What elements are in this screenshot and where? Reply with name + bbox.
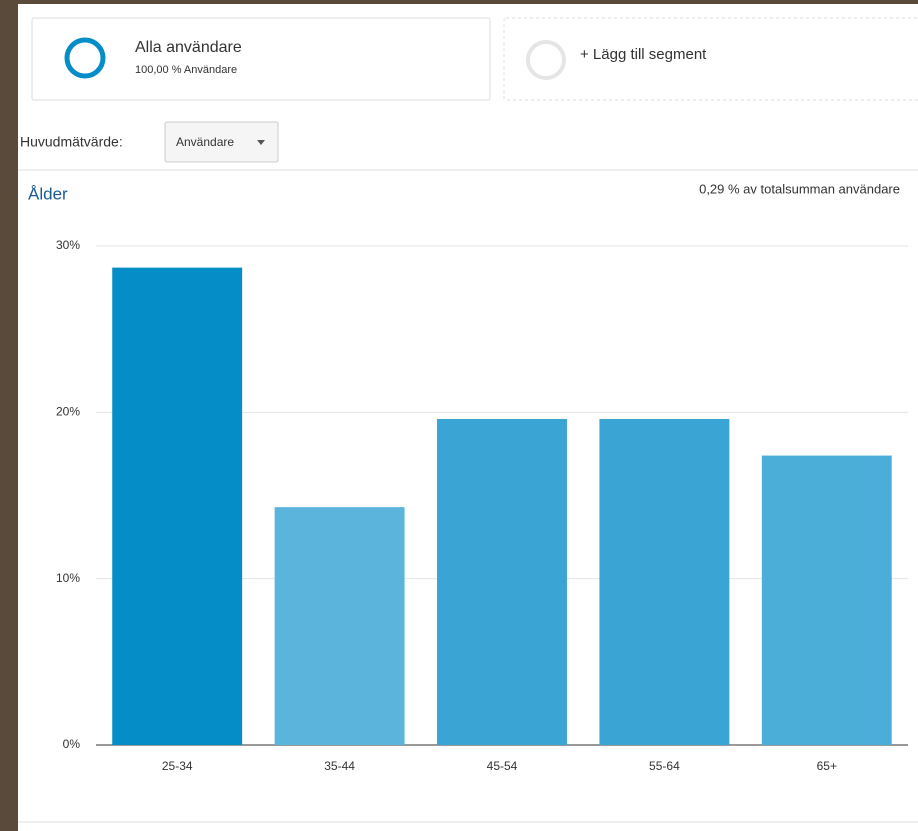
x-tick-label: 55-64 — [649, 759, 680, 773]
x-tick-label: 65+ — [817, 759, 837, 773]
bar — [761, 455, 892, 745]
segment-icon — [64, 37, 106, 79]
add-segment-label[interactable]: + Lägg till segment — [580, 46, 707, 63]
add-segment-card[interactable] — [503, 17, 918, 101]
chart-title: Ålder — [28, 184, 68, 203]
y-tick-label: 30% — [56, 238, 80, 252]
metric-selected: Användare — [176, 135, 234, 149]
x-tick-label: 45-54 — [487, 759, 518, 773]
bar — [437, 418, 567, 745]
dropdown-arrow — [257, 140, 265, 145]
y-tick-label: 10% — [56, 571, 80, 585]
y-tick-label: 0% — [63, 737, 81, 751]
chart-subtitle: 0,29 % av totalsumman användare — [699, 181, 900, 196]
x-tick-label: 25-34 — [162, 759, 193, 773]
add-segment-icon — [526, 40, 566, 80]
metric-dropdown[interactable] — [164, 121, 279, 163]
segment-subtitle: 100,00 % Användare — [135, 64, 237, 76]
bar — [112, 267, 243, 745]
bar — [274, 507, 405, 745]
metric-label: Huvudmätvärde: — [20, 134, 123, 150]
segment-title: Alla användare — [135, 39, 242, 56]
x-tick-label: 35-44 — [324, 759, 355, 773]
y-tick-label: 20% — [56, 405, 80, 419]
bar — [599, 418, 730, 745]
segment-card[interactable] — [31, 17, 491, 101]
